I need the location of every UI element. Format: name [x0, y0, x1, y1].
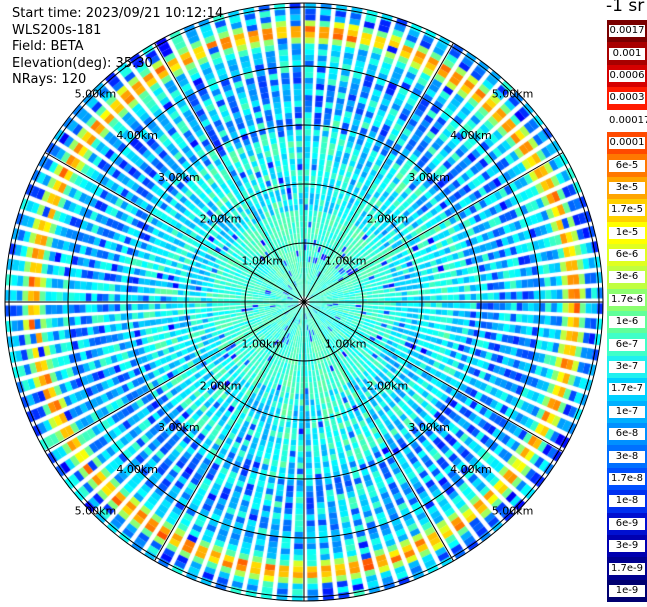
- colorbar-swatch: 3e-5: [607, 176, 647, 200]
- colorbar-swatch: 1e-6: [607, 311, 647, 334]
- colorbar-tick-label: 3e-8: [609, 450, 645, 463]
- colorbar-tick-label: 6e-9: [609, 517, 645, 530]
- colorbar-tick-label: 6e-8: [609, 428, 645, 441]
- colorbar-tick-label: 0.0017: [609, 25, 645, 38]
- colorbar-swatch: 0.00017: [607, 109, 647, 132]
- colorbar-tick-label: 3e-7: [609, 361, 645, 374]
- range-ring-label: 1.00km: [325, 254, 367, 267]
- colorbar-tick-label: 0.00017: [609, 114, 647, 127]
- azimuth-spoke: [303, 301, 454, 562]
- range-ring-label: 2.00km: [200, 213, 242, 226]
- colorbar-tick-label: 3e-6: [609, 271, 645, 284]
- range-ring-label: 4.00km: [450, 463, 492, 476]
- colorbar-swatch: 6e-8: [607, 423, 647, 446]
- colorbar-tick-label: 1e-8: [609, 495, 645, 508]
- colorbar-swatch: 0.0017: [607, 20, 647, 43]
- colorbar-swatch: 0.0003: [607, 87, 647, 110]
- colorbar-tick-label: 1.7e-5: [609, 204, 645, 217]
- colorbar-swatch: 0.0001: [607, 131, 647, 155]
- range-ring-label: 1.00km: [325, 338, 367, 351]
- colorbar-tick-label: 3e-5: [609, 181, 645, 194]
- colorbar-tick-label: 6e-5: [609, 159, 645, 172]
- colorbar-tick-label: 1e-9: [609, 584, 645, 597]
- range-ring-label: 3.00km: [408, 421, 450, 434]
- colorbar-swatch: 1.7e-9: [607, 557, 647, 580]
- colorbar-tick-label: 6e-6: [609, 249, 645, 262]
- range-ring-label: 2.00km: [200, 379, 242, 392]
- azimuth-spoke: [303, 301, 564, 452]
- colorbar-swatch: 6e-6: [607, 243, 647, 267]
- azimuth-spoke: [303, 152, 564, 303]
- range-ring-label: 1.00km: [241, 254, 283, 267]
- colorbar-swatch: 3e-7: [607, 355, 647, 379]
- azimuth-spoke: [154, 42, 305, 303]
- colorbar-swatch: 6e-9: [607, 512, 647, 535]
- elevation-text: Elevation(deg): 35.30: [12, 55, 153, 71]
- range-ring-label: 3.00km: [408, 171, 450, 184]
- colorbar-swatch: 1e-8: [607, 490, 647, 513]
- range-ring-label: 5.00km: [492, 505, 534, 518]
- colorbar-tick-label: 6e-7: [609, 338, 645, 351]
- colorbar-swatch: 3e-9: [607, 534, 647, 558]
- range-ring-label: 5.00km: [75, 87, 117, 100]
- field-text: Field: BETA: [12, 39, 84, 54]
- colorbar-tick-label: 1e-7: [609, 405, 645, 418]
- range-ring-label: 4.00km: [116, 463, 158, 476]
- colorbar-swatch: 0.0006: [607, 64, 647, 88]
- colorbar-tick-label: 1.7e-9: [609, 562, 645, 575]
- azimuth-spoke: [44, 152, 305, 303]
- colorbar-tick-label: 3e-9: [609, 540, 645, 553]
- colorbar-tick-label: 1e-6: [609, 316, 645, 329]
- azimuth-spoke: [303, 42, 454, 303]
- colorbar-tick-label: 0.0006: [609, 69, 645, 82]
- scan-info-block: Start time: 2023/09/21 10:12:14 WLS200s-…: [12, 6, 223, 89]
- colorbar-tick-label: 1.7e-8: [609, 473, 645, 485]
- colorbar-tick-label: 0.0003: [609, 92, 645, 105]
- colorbar-swatch: 1.7e-7: [607, 378, 647, 401]
- colorbar-swatch: 1.7e-6: [607, 288, 647, 312]
- colorbar-tick-label: 1.7e-7: [609, 383, 645, 396]
- colorbar: 0.0017 0.001 0.0006 0.0003 0.00017 0.0001 6e-5…: [607, 20, 647, 603]
- range-ring-label: 1.00km: [241, 338, 283, 351]
- nrays-text: NRays: 120: [12, 72, 87, 87]
- range-ring-label: 5.00km: [75, 505, 117, 518]
- colorbar-swatch: 1.7e-5: [607, 199, 647, 222]
- azimuth-spoke: [154, 301, 305, 562]
- colorbar-swatch: 0.001: [607, 42, 647, 65]
- colorbar-swatch: 1e-7: [607, 400, 647, 424]
- colorbar-tick-label: 1e-5: [609, 226, 645, 239]
- colorbar-swatch: 6e-5: [607, 154, 647, 177]
- colorbar-swatch: 6e-7: [607, 333, 647, 356]
- range-ring-label: 4.00km: [450, 129, 492, 142]
- colorbar-swatch: 3e-6: [607, 266, 647, 289]
- colorbar-swatch: 3e-8: [607, 445, 647, 468]
- colorbar-tick-label: 0.0001: [609, 137, 645, 150]
- start-time-text: Start time: 2023/09/21 10:12:14: [12, 6, 224, 21]
- range-ring-label: 3.00km: [158, 421, 200, 434]
- colorbar-units: -1 sr: [606, 0, 645, 16]
- range-ring-label: 2.00km: [367, 379, 409, 392]
- colorbar-swatch: 1e-9: [607, 579, 647, 603]
- azimuth-spoke: [44, 301, 305, 452]
- range-ring-label: 3.00km: [158, 171, 200, 184]
- colorbar-tick-label: 0.001: [609, 47, 645, 60]
- instrument-name: WLS200s-181: [12, 22, 102, 38]
- colorbar-tick-label: 1.7e-6: [609, 293, 645, 306]
- range-ring-label: 5.00km: [492, 87, 534, 100]
- colorbar-swatch: 1.7e-8: [607, 467, 647, 491]
- range-ring-label: 4.00km: [116, 129, 158, 142]
- range-ring-label: 2.00km: [367, 213, 409, 226]
- colorbar-swatch: 1e-5: [607, 221, 647, 244]
